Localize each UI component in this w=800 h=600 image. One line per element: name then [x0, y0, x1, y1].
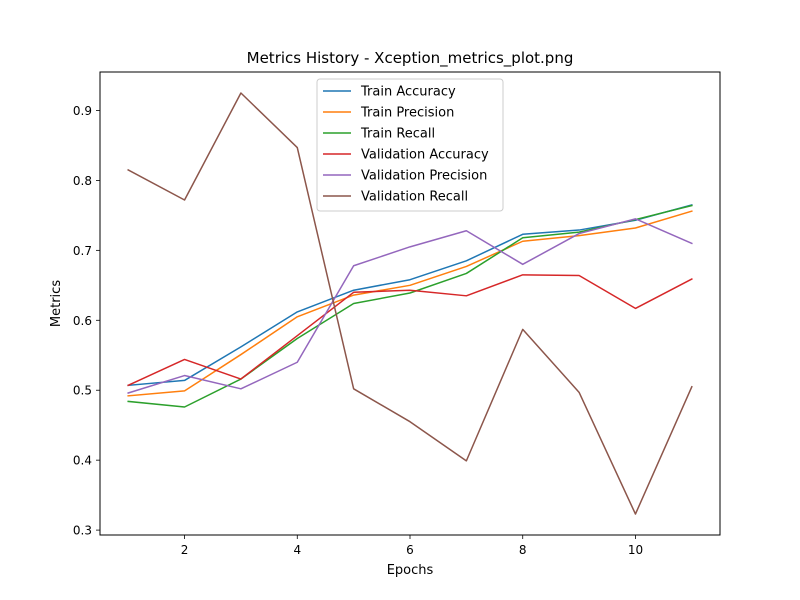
x-tick-label: 6 — [406, 543, 414, 557]
plot-lines — [127, 92, 693, 515]
series-line-4 — [127, 218, 693, 394]
legend-box — [316, 78, 504, 212]
y-tick-label: 0.6 — [73, 314, 92, 328]
y-tick-label: 0.9 — [73, 104, 92, 118]
y-tick-label: 0.8 — [73, 174, 92, 188]
y-tick-label: 0.3 — [73, 524, 92, 538]
x-tick-label: 10 — [628, 543, 643, 557]
y-tick-label: 0.4 — [73, 454, 92, 468]
legend-label: Train Accuracy — [360, 85, 456, 100]
legend-label: Train Precision — [360, 106, 454, 121]
x-axis-ticks: 2 4 6 8 10 — [181, 535, 643, 557]
x-tick-label: 4 — [293, 543, 301, 557]
y-axis-ticks: 0.3 0.4 0.5 0.6 0.7 0.8 0.9 — [73, 104, 100, 538]
series-line-3 — [127, 274, 693, 387]
series-line-1 — [127, 210, 693, 397]
x-tick-label: 8 — [519, 543, 527, 557]
x-axis-label: Epochs — [387, 563, 434, 578]
legend-label: Validation Recall — [361, 190, 468, 205]
x-tick-label: 2 — [181, 543, 189, 557]
series-line-5 — [127, 92, 693, 515]
series-line-0 — [127, 203, 693, 387]
y-tick-label: 0.7 — [73, 244, 92, 258]
y-tick-label: 0.5 — [73, 384, 92, 398]
legend-label: Validation Accuracy — [361, 148, 489, 163]
y-axis-label: Metrics — [49, 280, 64, 327]
legend: Train Accuracy Train Precision Train Recal… — [316, 78, 504, 212]
chart-title: Metrics History - Xception_metrics_plot.… — [247, 49, 574, 68]
legend-label: Train Recall — [360, 127, 435, 142]
legend-label: Validation Precision — [361, 169, 487, 184]
